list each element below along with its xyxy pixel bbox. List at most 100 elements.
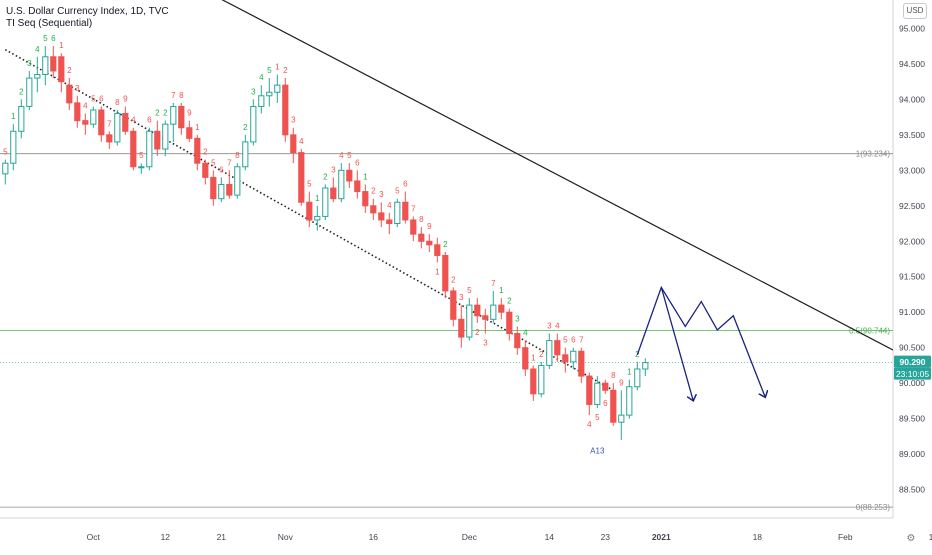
sequential-count-label: 2 — [539, 350, 544, 359]
sequential-count-label: 4 — [131, 116, 136, 125]
sequential-count-label: 5 — [595, 413, 600, 422]
candle-body — [322, 187, 329, 217]
candle-body — [10, 130, 17, 164]
sequential-count-label: 2 — [19, 87, 24, 96]
sequential-count-label: 3 — [547, 322, 552, 331]
candle-body — [186, 127, 193, 139]
chart-title: U.S. Dollar Currency Index, 1D, TVC — [6, 6, 169, 17]
y-tick-label: 93.500 — [899, 130, 925, 140]
fib-level-label: 1(93.234) — [856, 150, 891, 159]
sequential-count-label: 2 — [155, 109, 160, 118]
candle-body — [26, 77, 33, 107]
indicator-name[interactable]: TI Seq (Sequential) — [6, 18, 93, 29]
sequential-count-label: 5 — [563, 336, 568, 345]
candle-body — [306, 201, 313, 221]
candle-body — [226, 183, 233, 196]
candle-body — [626, 386, 633, 416]
sequential-count-label: 9 — [123, 94, 128, 103]
y-tick-label: 92.500 — [899, 201, 925, 211]
sequential-count-label: 5 — [307, 180, 312, 189]
candle-body — [170, 105, 177, 125]
candle-body — [74, 102, 81, 122]
sequential-count-label: 7 — [227, 158, 232, 167]
x-tick-label: 12 — [161, 532, 171, 542]
x-tick-label: 14 — [545, 532, 555, 542]
sequential-count-label: 6 — [355, 158, 360, 167]
sequential-count-label: 1 — [195, 123, 200, 132]
sequential-count-label: 3 — [483, 339, 488, 348]
sequential-count-label: 8 — [235, 151, 240, 160]
price-badge — [894, 355, 931, 368]
y-tick-label: 92.000 — [899, 236, 925, 246]
x-tick-label: 23 — [601, 532, 611, 542]
candle-body — [538, 364, 545, 395]
candle-body — [82, 120, 89, 125]
candle-body — [234, 166, 241, 196]
candle-body — [114, 113, 121, 143]
sequential-count-label: 4 — [339, 151, 344, 160]
y-tick-label: 95.000 — [899, 23, 925, 33]
candle-body — [130, 130, 137, 168]
candle-body — [162, 123, 169, 150]
candle-body — [426, 240, 433, 246]
sequential-count-label: 1 — [315, 194, 320, 203]
candle-body — [386, 219, 393, 225]
currency-unit-button[interactable]: USD — [903, 3, 927, 19]
candle-body — [410, 219, 417, 235]
y-tick-label: 91.000 — [899, 307, 925, 317]
y-tick-label: 89.000 — [899, 449, 925, 459]
sequential-count-label: 2 — [507, 297, 512, 306]
sequential-count-label: 3 — [251, 87, 256, 96]
sequential-count-label: 3 — [75, 84, 80, 93]
sequential-count-label: 1 — [11, 112, 16, 121]
sequential-count-label: 1 — [275, 63, 280, 72]
candle-body — [394, 201, 401, 225]
candle-body — [442, 254, 449, 292]
candle-body — [458, 318, 465, 338]
x-tick-label: Feb — [838, 532, 853, 542]
countdown-label: 23:10:05 — [896, 369, 929, 379]
projection-path — [660, 287, 693, 401]
candle-body — [42, 56, 49, 76]
sequential-count-label: 1 — [499, 286, 504, 295]
sequential-count-label: 5 — [3, 148, 8, 157]
candle-body — [266, 91, 273, 97]
sequential-count-label: 2 — [203, 148, 208, 157]
sequential-count-label: 4 — [259, 73, 264, 82]
candle-body — [466, 304, 473, 338]
sequential-count-label: 2 — [283, 66, 288, 75]
candle-body — [594, 382, 601, 405]
candle-body — [210, 176, 217, 200]
sequential-count-label: 1 — [59, 41, 64, 50]
sequential-count-label: 4 — [523, 329, 528, 338]
candle-body — [258, 95, 265, 107]
fib-level-label: 0(88.253) — [856, 503, 891, 512]
sequential-count-label: 6 — [147, 116, 152, 125]
candle-body — [90, 109, 97, 125]
sequential-count-label: 5 — [467, 286, 472, 295]
candle-body — [554, 340, 561, 356]
candle-body — [202, 162, 209, 178]
candle-body — [370, 205, 377, 214]
candle-body — [482, 315, 489, 320]
sequential-count-label: 5 — [267, 66, 272, 75]
candle-body — [562, 354, 569, 363]
candle-body — [610, 389, 617, 423]
sequential-count-label: 4 — [299, 137, 304, 146]
y-tick-label: 91.500 — [899, 272, 925, 282]
x-tick-label: Oct — [87, 532, 101, 542]
sequential-count-label: 2 — [243, 123, 248, 132]
candle-body — [570, 350, 577, 363]
fib-level-label: 0.5(90.744) — [849, 326, 890, 335]
x-tick-label: 16 — [369, 532, 379, 542]
sequential-count-label: 7 — [411, 204, 416, 213]
sequential-count-label: 2 — [323, 172, 328, 181]
candle-body — [282, 84, 289, 136]
y-tick-label: 94.500 — [899, 59, 925, 69]
candle-body — [498, 304, 505, 313]
sequential-count-label: 1 — [363, 172, 368, 181]
sequential-count-label: 3 — [291, 116, 296, 125]
